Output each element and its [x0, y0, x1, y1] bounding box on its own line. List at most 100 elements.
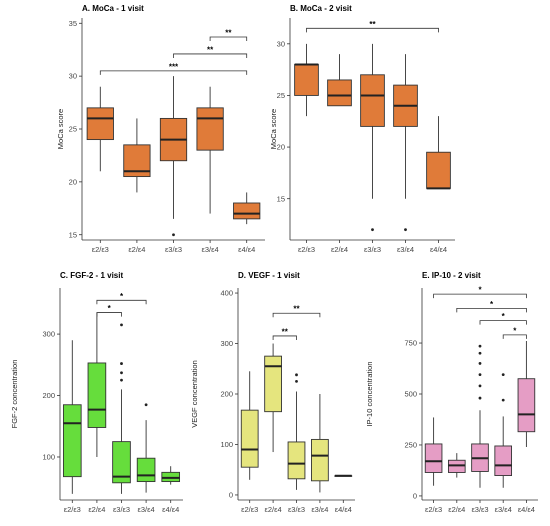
y-tick-label: 15: [277, 194, 285, 203]
x-tick-label: ε2/ε4: [448, 505, 465, 514]
significance-label: *: [513, 326, 517, 335]
significance-label: *: [120, 292, 124, 301]
box-3: [360, 74, 385, 127]
significance-bracket: [96, 299, 147, 305]
outlier-point: [478, 373, 482, 377]
outlier-point: [144, 403, 148, 407]
significance-bracket: [502, 334, 527, 339]
panel-title: D. VEGF - 1 visit: [238, 271, 300, 280]
x-tick-label: ε2/ε4: [265, 505, 282, 514]
significance-bracket: [96, 312, 122, 317]
outlier-point: [478, 362, 482, 365]
significance-bracket: [173, 53, 248, 58]
x-tick-label: ε3/ε4: [495, 505, 512, 514]
outlier-point: [478, 344, 482, 348]
significance-bracket: [433, 293, 527, 299]
y-tick-label: 750: [404, 339, 417, 348]
y-tick-label: 15: [69, 230, 77, 239]
significance-label: **: [225, 29, 232, 38]
outlier-point: [172, 233, 175, 237]
significance-bracket: [479, 320, 527, 325]
outlier-point: [478, 351, 482, 355]
box-4: [494, 445, 513, 476]
significance-label: *: [502, 312, 506, 321]
box-5: [426, 151, 451, 189]
y-axis-title: VEGF concentration: [190, 360, 199, 428]
panel-title: A. MoCa - 1 visit: [82, 4, 144, 13]
x-tick-label: ε3/ε3: [288, 505, 305, 514]
outlier-point: [295, 379, 298, 383]
x-tick-label: ε2/ε3: [64, 505, 81, 514]
panel-d-vegf-visit-1: D. VEGF - 1 visit VEGF concentration 0 10…: [190, 271, 355, 514]
x-tick-label: ε3/ε3: [471, 505, 488, 514]
panel-title: C. FGF-2 - 1 visit: [60, 271, 123, 280]
y-tick-label: 0: [413, 492, 417, 501]
outlier-point: [120, 371, 123, 375]
outlier-point: [501, 373, 505, 377]
significance-label: *: [490, 300, 494, 309]
y-tick-label: 200: [220, 390, 233, 399]
y-tick-label: 400: [220, 289, 233, 298]
box-4: [311, 438, 329, 482]
y-tick-label: 20: [277, 143, 285, 152]
outlier-point: [120, 378, 123, 382]
box-2: [447, 459, 466, 473]
y-axis-title: IP-10 concentration: [365, 361, 374, 426]
y-tick-label: 100: [42, 453, 55, 462]
box-5: [233, 202, 261, 220]
panel-e-ip10-visit-2: E. IP-10 - 2 visit IP-10 concentration 0…: [365, 271, 538, 514]
y-tick-label: 25: [277, 91, 285, 100]
y-tick-label: 100: [220, 440, 233, 449]
box-2: [327, 79, 352, 107]
outlier-point: [371, 228, 374, 232]
outlier-point: [478, 384, 482, 388]
x-tick-label: ε3/ε4: [397, 245, 414, 254]
box-1: [62, 404, 82, 478]
x-tick-label: ε2/ε4: [331, 245, 348, 254]
x-tick-label: ε3/ε4: [138, 505, 155, 514]
significance-bracket: [99, 70, 248, 75]
y-tick-label: 35: [69, 19, 77, 28]
panel-b-moca-visit-2: B. MoCa - 2 visit MoCa score 15 20 25 30 ε2/…: [269, 4, 455, 254]
y-tick-label: 20: [69, 177, 77, 186]
x-tick-label: ε2/ε3: [298, 245, 315, 254]
box-4: [196, 107, 224, 151]
significance-label: *: [478, 286, 482, 295]
y-tick-label: 30: [277, 39, 285, 48]
outlier-point: [295, 373, 298, 377]
x-tick-label: ε4/ε4: [335, 505, 352, 514]
x-tick-label: ε3/ε3: [364, 245, 381, 254]
x-tick-label: ε4/ε4: [518, 505, 535, 514]
y-axis-title: FGF-2 concentration: [10, 360, 19, 429]
significance-label: **: [207, 45, 214, 54]
significance-bracket: [272, 312, 321, 318]
x-tick-label: ε4/ε4: [238, 245, 255, 254]
panel-a-moca-visit-1: A. MoCa - 1 visit MoCa score 15 20 25 30 35 ε…: [56, 4, 265, 254]
y-tick-label: 250: [404, 441, 417, 450]
significance-bracket: [209, 36, 248, 42]
box-4: [136, 457, 156, 483]
significance-label: **: [282, 327, 289, 336]
box-1: [240, 409, 259, 468]
box-2: [87, 362, 107, 428]
y-tick-label: 300: [220, 339, 233, 348]
significance-bracket: [306, 27, 439, 33]
panel-title: E. IP-10 - 2 visit: [422, 271, 481, 280]
y-tick-label: 300: [42, 330, 55, 339]
significance-label: **: [293, 305, 300, 314]
x-tick-label: ε2/ε4: [88, 505, 105, 514]
outlier-point: [501, 398, 505, 402]
x-tick-label: ε4/ε4: [430, 245, 447, 254]
y-tick-label: 500: [404, 390, 417, 399]
significance-label: ***: [169, 62, 179, 71]
x-tick-label: ε3/ε4: [202, 245, 219, 254]
significance-label: **: [369, 20, 376, 29]
y-axis-title: MoCa score: [269, 109, 278, 149]
x-tick-label: ε2/ε4: [128, 245, 145, 254]
y-axis-title: MoCa score: [56, 109, 65, 149]
outlier-point: [404, 228, 407, 232]
outlier-point: [478, 396, 482, 400]
box-2: [264, 355, 282, 413]
box-1: [86, 107, 114, 141]
panel-title: B. MoCa - 2 visit: [290, 4, 352, 13]
